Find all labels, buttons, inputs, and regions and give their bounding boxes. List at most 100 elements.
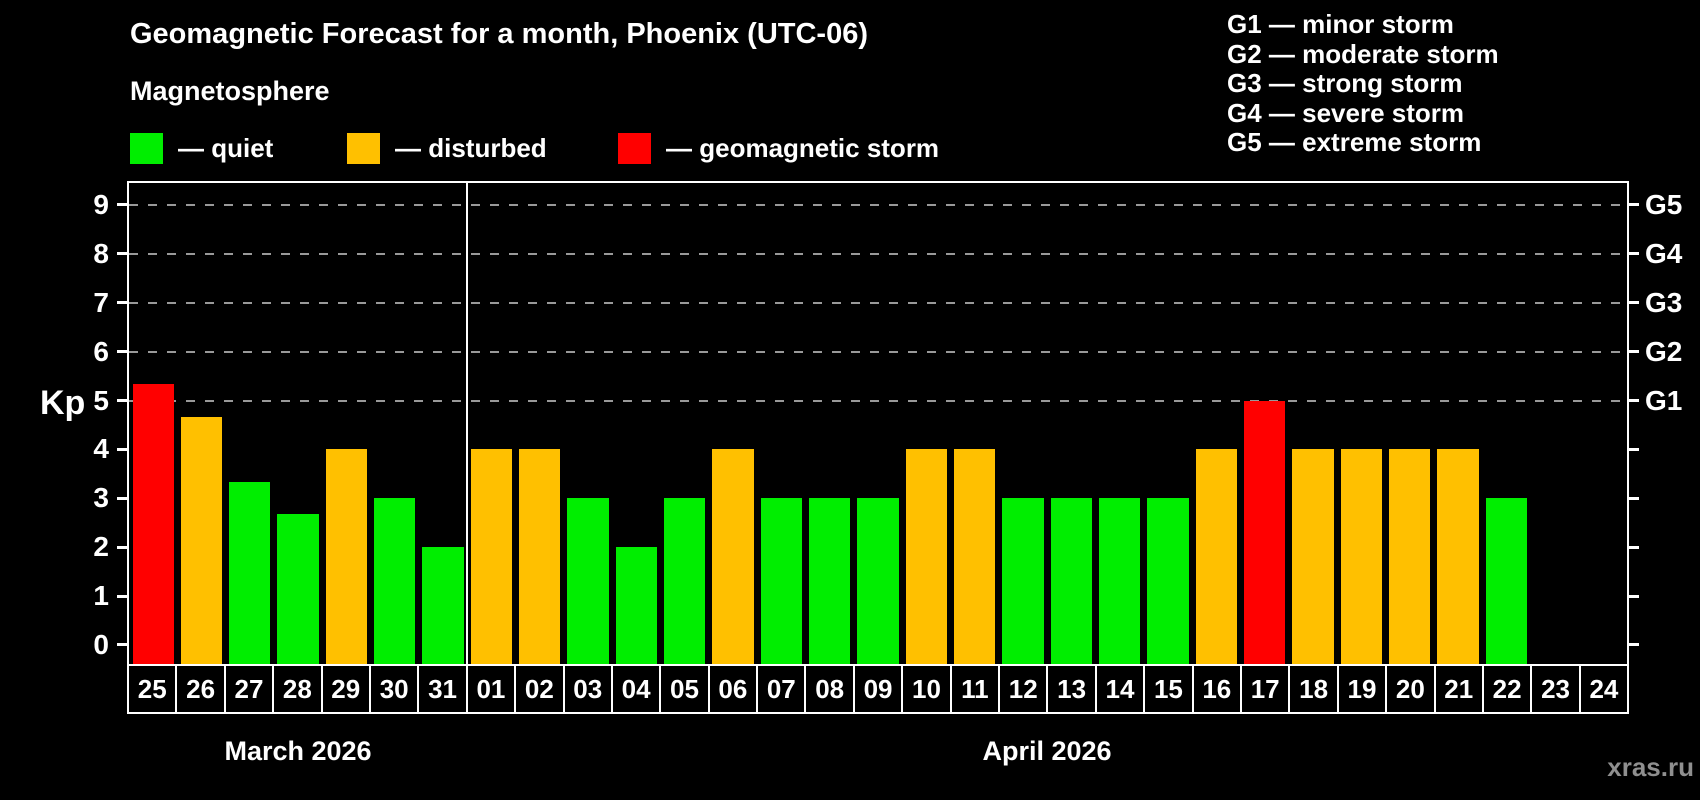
day-cell-march-28: 28 (272, 664, 323, 714)
right-axis-tick (1627, 545, 1639, 549)
left-axis-tick (117, 350, 129, 354)
gridline-kp8 (129, 252, 1627, 255)
day-cell-april-02: 02 (514, 664, 565, 714)
kp-bar-april-18 (1292, 449, 1334, 666)
kp-bar-april-08 (809, 498, 851, 666)
g-level-label-g2: G2 (1645, 335, 1683, 367)
day-cell-april-06: 06 (707, 664, 759, 714)
quiet-swatch (130, 132, 163, 164)
left-axis-tick (117, 594, 129, 598)
day-cell-april-04: 04 (610, 664, 662, 714)
g-legend-line-g4: G4 — severe storm (1227, 97, 1465, 128)
g-legend-line-g5: G5 — extreme storm (1227, 127, 1482, 158)
right-axis-tick (1627, 399, 1639, 403)
day-cell-april-12: 12 (998, 664, 1049, 714)
kp-bar-april-07 (760, 498, 802, 666)
month-separator (466, 183, 469, 666)
left-axis-tick-label: 7 (93, 286, 109, 318)
day-cell-april-13: 13 (1046, 664, 1097, 714)
right-axis-tick (1627, 203, 1639, 207)
g-level-label-g3: G3 (1645, 286, 1683, 318)
left-axis-tick-label: 0 (93, 628, 109, 660)
gridline-kp9 (129, 203, 1627, 206)
storm-swatch (618, 132, 651, 164)
day-cell-april-11: 11 (949, 664, 1001, 714)
day-cell-march-26: 26 (175, 664, 226, 714)
day-cell-april-22: 22 (1481, 664, 1533, 714)
kp-bar-march-25 (132, 384, 174, 666)
chart-subtitle: Magnetosphere (130, 76, 330, 106)
kp-bar-april-12 (1002, 498, 1044, 666)
right-axis-tick (1627, 350, 1639, 354)
day-cell-april-08: 08 (804, 664, 855, 714)
plot-area: 0 1 2 3 4 5 6 7 8 9 G1 G2 G3 G4 G5 (93, 181, 1682, 668)
left-axis-tick (117, 447, 129, 451)
kp-bar-april-05 (664, 498, 706, 666)
day-cell-april-18: 18 (1288, 664, 1339, 714)
day-cell-march-31: 31 (417, 664, 468, 714)
legend-label-disturbed: — disturbed (395, 132, 547, 163)
day-cell-april-20: 20 (1385, 664, 1436, 714)
day-cell-april-14: 14 (1094, 664, 1146, 714)
left-axis-tick-label: 6 (93, 335, 109, 367)
day-cell-april-05: 05 (659, 664, 710, 714)
disturbed-swatch (347, 132, 380, 164)
kp-bar-april-21 (1437, 449, 1479, 666)
kp-bar-april-09 (857, 498, 899, 666)
kp-bar-march-29 (325, 449, 368, 666)
right-axis-tick (1627, 301, 1639, 305)
left-axis-tick (117, 203, 129, 207)
left-axis-tick (117, 496, 129, 500)
legend-item-quiet: — quiet (130, 132, 273, 164)
kp-bar-april-11 (953, 449, 996, 666)
month-label-april: April 2026 (982, 736, 1112, 766)
watermark: xras.ru (1607, 752, 1694, 782)
right-axis-tick (1627, 252, 1639, 256)
legend-item-storm: — geomagnetic storm (618, 132, 939, 164)
g-scale-legend: G1 — minor storm G2 — moderate storm G3 … (1227, 9, 1499, 158)
kp-bar-april-17 (1243, 400, 1286, 666)
kp-bar-march-30 (374, 498, 416, 666)
chart-title: Geomagnetic Forecast for a month, Phoeni… (130, 18, 868, 50)
legend-label-quiet: — quiet (178, 132, 274, 163)
day-cell-april-21: 21 (1433, 664, 1484, 714)
kp-bar-april-13 (1050, 498, 1092, 666)
gridline-kp7 (129, 301, 1627, 304)
kp-bar-march-28 (277, 514, 319, 666)
day-cell-april-01: 01 (465, 664, 517, 714)
gridline-kp5 (129, 399, 1627, 402)
kp-bar-april-01 (470, 449, 513, 666)
kp-bar-april-02 (519, 449, 561, 666)
day-cell-april-07: 07 (756, 664, 807, 714)
day-cell-april-19: 19 (1336, 664, 1388, 714)
left-axis-tick (117, 545, 129, 549)
legend-item-disturbed: — disturbed (347, 132, 547, 164)
kp-bar-april-19 (1340, 449, 1382, 666)
day-cell-april-24: 24 (1578, 664, 1630, 714)
kp-bar-april-10 (905, 449, 947, 666)
kp-bar-march-26 (180, 416, 223, 666)
kp-bar-april-14 (1098, 498, 1141, 666)
kp-bar-april-04 (615, 547, 658, 666)
day-cell-april-03: 03 (562, 664, 613, 714)
right-axis-tick (1627, 447, 1639, 451)
left-axis-tick (117, 252, 129, 256)
left-axis-tick (117, 399, 129, 403)
day-cell-march-27: 27 (223, 664, 275, 714)
g-legend-line-g3: G3 — strong storm (1227, 68, 1463, 99)
g-level-label-g5: G5 (1645, 188, 1683, 220)
day-cell-april-16: 16 (1191, 664, 1242, 714)
left-axis-tick-label: 2 (93, 531, 109, 563)
kp-bar-april-20 (1388, 449, 1431, 666)
day-cell-march-30: 30 (368, 664, 420, 714)
day-cell-april-10: 10 (901, 664, 952, 714)
day-cell-march-29: 29 (320, 664, 371, 714)
g-level-label-g1: G1 (1645, 384, 1683, 416)
month-label-march: March 2026 (224, 736, 372, 766)
kp-bar-april-16 (1195, 449, 1237, 666)
left-axis-tick-label: 8 (93, 237, 109, 269)
kp-bar-april-15 (1147, 498, 1189, 666)
right-axis-tick (1627, 496, 1639, 500)
kp-bar-april-03 (567, 498, 609, 666)
